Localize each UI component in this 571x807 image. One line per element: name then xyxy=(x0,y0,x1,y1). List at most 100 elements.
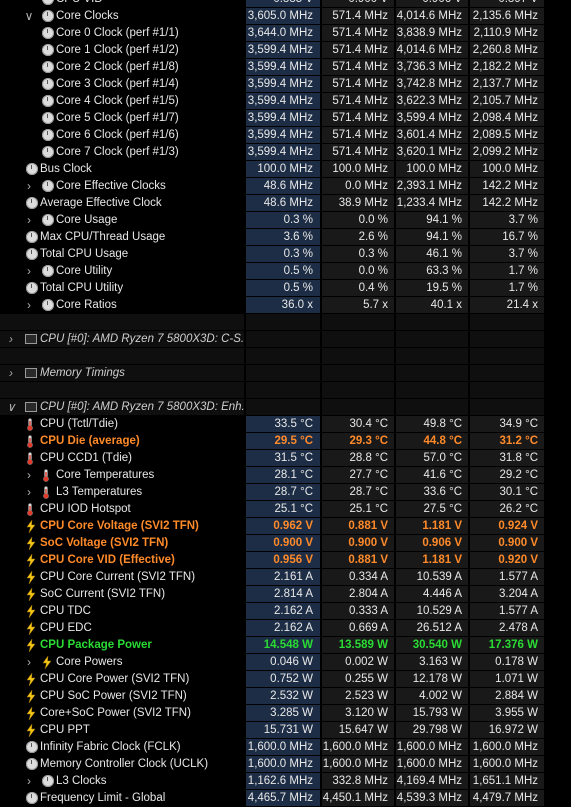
sensor-row[interactable]: › Core Usage 0.3 % 0.0 % 94.1 % 3.7 % xyxy=(0,212,571,229)
sensor-row[interactable]: Core 3 Clock (perf #1/4) 3,599.4 MHz 571.4… xyxy=(0,76,571,93)
expand-chevron-icon[interactable]: › xyxy=(9,366,13,380)
sensor-row[interactable]: SoC Current (SVI2 TFN) 2.814 A 2.804 A 4.44… xyxy=(0,586,571,603)
sensor-row[interactable]: Core 2 Clock (perf #1/8) 3,599.4 MHz 571.4… xyxy=(0,59,571,76)
maximum-value: 3,742.8 MHz xyxy=(396,76,468,92)
maximum-value: 46.1 % xyxy=(396,246,468,262)
sensor-row[interactable]: Core 0 Clock (perf #1/1) 3,644.0 MHz 571.4… xyxy=(0,25,571,42)
expand-chevron-icon[interactable]: › xyxy=(27,264,31,278)
sensor-label: SoC Voltage (SVI2 TFN) xyxy=(40,537,169,549)
sensor-row[interactable]: CPU TDC 2.162 A 0.333 A 10.529 A 1.577 A xyxy=(0,603,571,620)
sensor-row[interactable]: Total CPU Utility 0.5 % 0.4 % 19.5 % 1.7 % xyxy=(0,280,571,297)
sensor-row[interactable]: › Core Ratios 36.0 x 5.7 x 40.1 x 21.4 x xyxy=(0,297,571,314)
sensor-name-cell: CPU Package Power xyxy=(0,637,244,653)
minimum-value: 2.523 W xyxy=(322,688,394,704)
sensor-row[interactable]: Infinity Fabric Clock (FCLK) 1,600.0 MHz 1… xyxy=(0,739,571,756)
scrollbar-gutter xyxy=(545,195,571,212)
expand-chevron-icon[interactable]: › xyxy=(27,485,31,499)
sensor-row[interactable]: Core 7 Clock (perf #1/3) 3,599.4 MHz 571.4… xyxy=(0,144,571,161)
expand-chevron-icon[interactable]: › xyxy=(9,332,13,346)
minimum-value: 0.0 % xyxy=(322,212,394,228)
sensor-row[interactable]: SoC Voltage (SVI2 TFN) 0.900 V 0.900 V 0.90… xyxy=(0,535,571,552)
sensor-name-cell: Infinity Fabric Clock (FCLK) xyxy=(0,739,244,755)
average-value: 1,600.0 MHz xyxy=(470,739,544,755)
maximum-value: 29.798 W xyxy=(396,722,468,738)
lightning-bolt-icon xyxy=(26,554,38,567)
sensor-row[interactable]: Bus Clock 100.0 MHz 100.0 MHz 100.0 MHz 100.… xyxy=(0,161,571,178)
sensor-label: CPU Core Power (SVI2 TFN) xyxy=(40,673,190,685)
sensor-label: Memory Controller Clock (UCLK) xyxy=(40,758,209,770)
expand-chevron-icon[interactable]: › xyxy=(27,774,31,788)
average-value: 17.376 W xyxy=(470,637,544,653)
minimum-value: 0.881 V xyxy=(322,518,394,534)
sensor-row[interactable]: › Core Temperatures 28.1 °C 27.7 °C 41.6 °C 2… xyxy=(0,467,571,484)
sensor-name-cell: CPU TDC xyxy=(0,603,244,619)
scrollbar-gutter xyxy=(545,569,571,586)
sensor-label: Core+SoC Power (SVI2 TFN) xyxy=(40,707,191,719)
sensor-label: Core 3 Clock (perf #1/4) xyxy=(56,78,179,90)
sensor-row[interactable]: › Core Powers 0.046 W 0.002 W 3.163 W 0.178 W xyxy=(0,654,571,671)
sensor-row[interactable]: Core 4 Clock (perf #1/5) 3,599.4 MHz 571.4… xyxy=(0,93,571,110)
maximum-value: 19.5 % xyxy=(396,280,468,296)
sensor-label: Core 7 Clock (perf #1/3) xyxy=(56,146,179,158)
minimum-value: 0.669 A xyxy=(322,620,394,636)
current-value: 2.161 A xyxy=(246,569,320,585)
sensor-row[interactable]: CPU PPT 15.731 W 15.647 W 29.798 W 16.972 W xyxy=(0,722,571,739)
sensor-row[interactable]: Max CPU/Thread Usage 3.6 % 2.6 % 94.1 % 16.7… xyxy=(0,229,571,246)
expand-chevron-icon[interactable]: › xyxy=(27,213,31,227)
sensor-row[interactable]: CPU Core Voltage (SVI2 TFN) 0.962 V 0.881 … xyxy=(0,518,571,535)
sensor-row[interactable]: CPU IOD Hotspot 25.1 °C 25.1 °C 27.5 °C 26.2… xyxy=(0,501,571,518)
current-value: 0.962 V xyxy=(246,518,320,534)
sensor-name-cell: › L3 Temperatures xyxy=(0,484,244,500)
expand-chevron-icon[interactable]: › xyxy=(27,655,31,669)
sensor-row[interactable]: CPU VID 0.885 V0.900 V0.906 V0.897 V xyxy=(0,0,571,8)
sensor-row[interactable]: Core 5 Clock (perf #1/7) 3,599.4 MHz 571.4… xyxy=(0,110,571,127)
expand-chevron-icon[interactable]: › xyxy=(27,298,31,312)
category-row[interactable]: ∨ CPU [#0]: AMD Ryzen 7 5800X3D: Enh... xyxy=(0,399,571,416)
maximum-value: 44.8 °C xyxy=(396,433,468,449)
sensor-row[interactable]: CPU Core VID (Effective) 0.956 V 0.881 V 1.… xyxy=(0,552,571,569)
sensor-label: CPU Package Power xyxy=(40,639,152,651)
sensor-row[interactable]: CPU SoC Power (SVI2 TFN) 2.532 W 2.523 W 4.… xyxy=(0,688,571,705)
category-row[interactable]: › Memory Timings xyxy=(0,365,571,382)
sensor-name-cell: Core 3 Clock (perf #1/4) xyxy=(0,76,244,92)
sensor-row[interactable]: › Core Utility 0.5 % 0.0 % 63.3 % 1.7 % xyxy=(0,263,571,280)
average-value: 0.920 V xyxy=(470,552,544,568)
minimum-value: 0.0 % xyxy=(322,263,394,279)
sensor-name-cell: SoC Current (SVI2 TFN) xyxy=(0,586,244,602)
value-cell xyxy=(246,331,320,347)
sensor-row[interactable]: › L3 Clocks 1,162.6 MHz 332.8 MHz 4,169.4 MH… xyxy=(0,773,571,790)
sensor-row[interactable]: Core 6 Clock (perf #1/6) 3,599.4 MHz 571.4… xyxy=(0,127,571,144)
sensor-label: Core Ratios xyxy=(56,299,117,311)
value-cell xyxy=(246,348,320,364)
sensor-row[interactable]: Frequency Limit - Global 4,465.7 MHz 4,450… xyxy=(0,790,571,807)
sensor-row[interactable]: CPU (Tctl/Tdie) 33.5 °C 30.4 °C 49.8 °C 34.9… xyxy=(0,416,571,433)
sensor-row[interactable]: Average Effective Clock 48.6 MHz 38.9 MHz 1… xyxy=(0,195,571,212)
category-row[interactable]: › CPU [#0]: AMD Ryzen 7 5800X3D: C-S... xyxy=(0,331,571,348)
maximum-value: 4,014.6 MHz xyxy=(396,42,468,58)
sensor-row[interactable]: CPU Package Power 14.548 W 13.589 W 30.540 … xyxy=(0,637,571,654)
sensor-row[interactable]: CPU Die (average) 29.5 °C 29.3 °C 44.8 °C 31… xyxy=(0,433,571,450)
sensor-row[interactable]: CPU CCD1 (Tdie) 31.5 °C 28.8 °C 57.0 °C 31.8… xyxy=(0,450,571,467)
sensor-row[interactable]: Total CPU Usage 0.3 % 0.3 % 46.1 % 3.7 % xyxy=(0,246,571,263)
sensor-label: CPU Die (average) xyxy=(40,435,140,447)
scrollbar-gutter xyxy=(545,263,571,280)
sensor-row[interactable]: Core 1 Clock (perf #1/2) 3,599.4 MHz 571.4… xyxy=(0,42,571,59)
sensor-row[interactable]: › Core Effective Clocks 48.6 MHz 0.0 MHz 2,3… xyxy=(0,178,571,195)
sensor-row[interactable]: CPU EDC 2.162 A 0.669 A 26.512 A 2.478 A xyxy=(0,620,571,637)
expand-chevron-icon[interactable]: › xyxy=(27,468,31,482)
maximum-value: 57.0 °C xyxy=(396,450,468,466)
collapse-chevron-icon[interactable]: ∨ xyxy=(24,9,34,23)
sensor-name-cell: SoC Voltage (SVI2 TFN) xyxy=(0,535,244,551)
expand-chevron-icon[interactable]: › xyxy=(27,179,31,193)
sensor-row[interactable]: CPU Core Current (SVI2 TFN) 2.161 A 0.334 … xyxy=(0,569,571,586)
sensor-row[interactable]: Memory Controller Clock (UCLK) 1,600.0 MH… xyxy=(0,756,571,773)
maximum-value: 1.181 V xyxy=(396,518,468,534)
minimum-value: 332.8 MHz xyxy=(322,773,394,789)
sensor-row[interactable]: ∨ Core Clocks 3,605.0 MHz 571.4 MHz 4,014.6 … xyxy=(0,8,571,25)
maximum-value: 63.3 % xyxy=(396,263,468,279)
collapse-chevron-icon[interactable]: ∨ xyxy=(6,400,16,414)
sensor-row[interactable]: › L3 Temperatures 28.7 °C 28.7 °C 33.6 °C 30.… xyxy=(0,484,571,501)
sensor-label: L3 Temperatures xyxy=(56,486,143,498)
